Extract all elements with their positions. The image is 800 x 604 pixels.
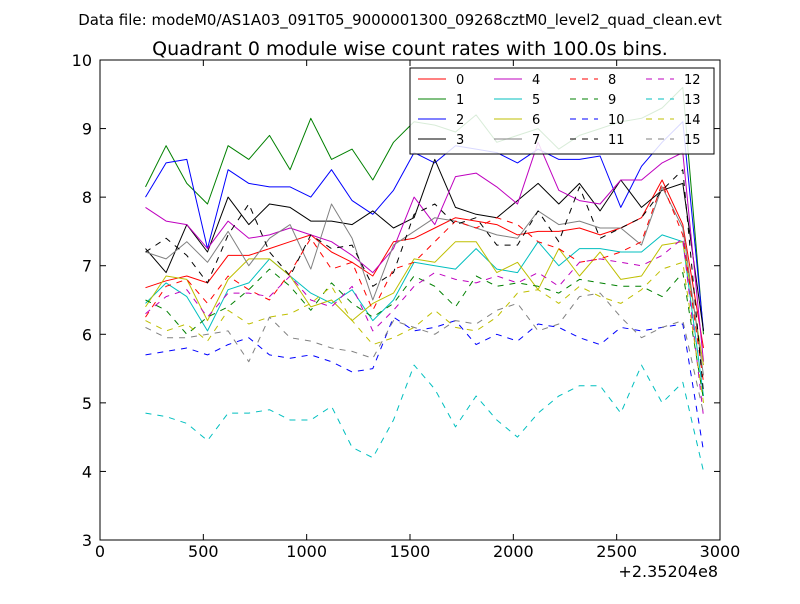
y-tick-label: 4 <box>82 462 92 481</box>
x-tick-label: 0 <box>95 542 105 561</box>
x-tick-label: 1000 <box>286 542 327 561</box>
x-tick-label: 1500 <box>390 542 431 561</box>
series-line-0 <box>145 179 704 349</box>
legend-label-11: 11 <box>608 133 625 148</box>
legend-label-12: 12 <box>684 73 701 88</box>
series-layer <box>145 86 704 472</box>
chart-suptitle: Data file: modeM0/AS1A03_091T05_90000013… <box>78 11 722 30</box>
series-line-12 <box>145 237 704 417</box>
series-line-14 <box>145 261 704 403</box>
x-tick-label: 3000 <box>700 542 741 561</box>
series-line-8 <box>145 182 704 383</box>
y-tick-label: 9 <box>82 120 92 139</box>
legend-label-10: 10 <box>608 113 625 128</box>
legend-label-5: 5 <box>532 93 540 108</box>
legend-label-2: 2 <box>456 113 464 128</box>
legend-label-4: 4 <box>532 73 540 88</box>
y-tick-label: 10 <box>72 51 92 70</box>
legend-label-0: 0 <box>456 73 464 88</box>
legend-label-9: 9 <box>608 93 616 108</box>
series-line-4 <box>145 141 704 362</box>
x-offset-label: +2.35204e8 <box>618 562 718 581</box>
legend-label-13: 13 <box>684 93 701 108</box>
legend-label-1: 1 <box>456 93 464 108</box>
legend-label-15: 15 <box>684 133 701 148</box>
legend-label-3: 3 <box>456 133 464 148</box>
series-line-5 <box>145 234 704 397</box>
y-tick-label: 7 <box>82 257 92 276</box>
x-tick-label: 2000 <box>493 542 534 561</box>
x-tick-label: 500 <box>188 542 219 561</box>
series-line-2 <box>145 121 704 331</box>
series-line-3 <box>145 158 704 331</box>
y-tick-label: 8 <box>82 188 92 207</box>
series-line-9 <box>145 268 704 400</box>
series-line-10 <box>145 316 704 451</box>
y-tick-label: 6 <box>82 325 92 344</box>
legend-frame <box>409 67 715 155</box>
series-line-11 <box>145 169 704 393</box>
series-line-13 <box>145 364 704 472</box>
series-line-6 <box>145 241 704 366</box>
y-tick-label: 5 <box>82 394 92 413</box>
series-line-7 <box>145 186 704 376</box>
legend-label-7: 7 <box>532 133 540 148</box>
legend-label-14: 14 <box>684 113 701 128</box>
chart-title: Quadrant 0 module wise count rates with … <box>152 38 668 60</box>
series-line-15 <box>145 292 704 414</box>
legend-label-8: 8 <box>608 73 616 88</box>
y-tick-label: 3 <box>82 531 92 550</box>
x-tick-label: 2500 <box>596 542 637 561</box>
legend-label-6: 6 <box>532 113 540 128</box>
